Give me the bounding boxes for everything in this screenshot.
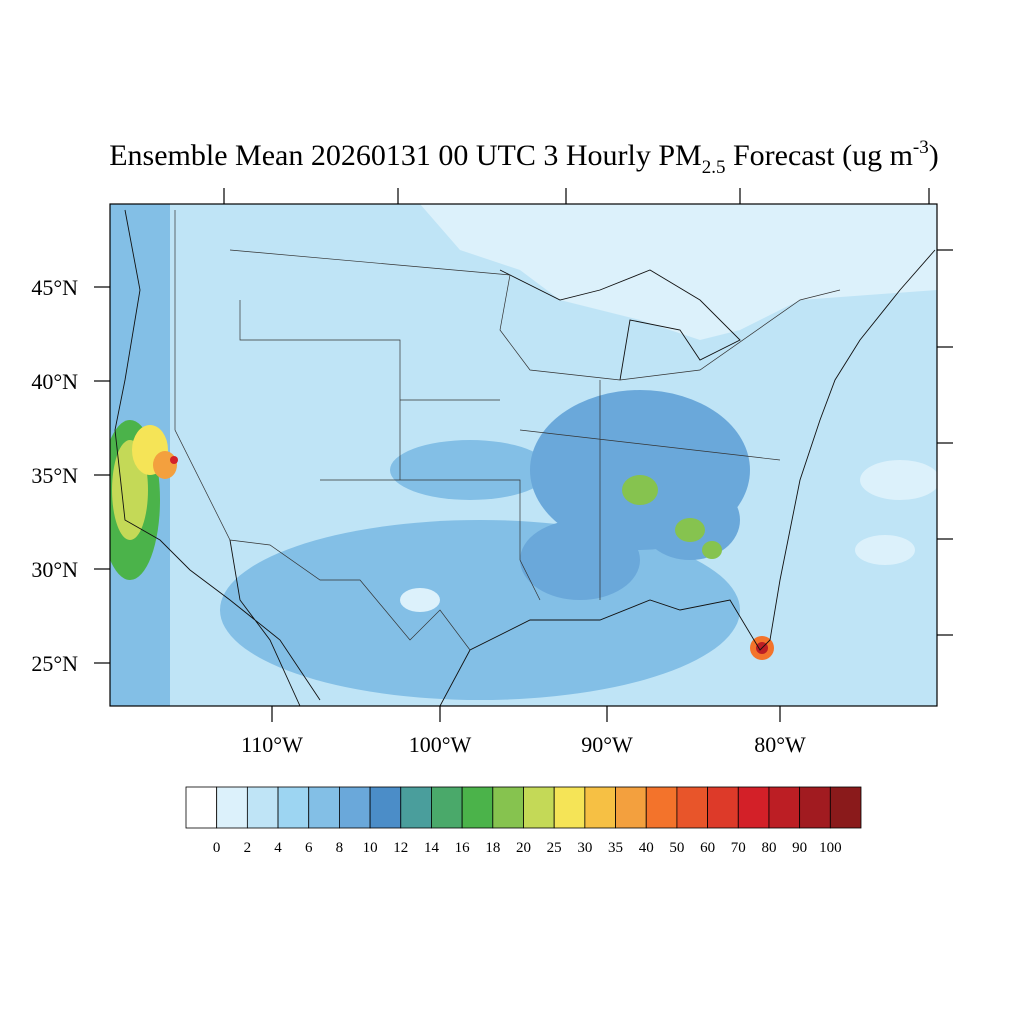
colorbar-label: 35 xyxy=(608,840,623,856)
title-superscript: -3 xyxy=(913,137,929,158)
lat-label: 30°N xyxy=(31,557,78,582)
colorbar-box xyxy=(707,786,739,829)
colorbar-box xyxy=(308,786,340,829)
colorbar: 0 2 4 6 8 10 12 14 16 18 20 25 30 35 40 50 60 70 80 90 100 xyxy=(185,786,862,856)
colorbar-box xyxy=(431,786,463,829)
colorbar-box xyxy=(615,786,647,829)
lat-label: 40°N xyxy=(31,369,78,394)
colorbar-box xyxy=(369,786,402,829)
colorbar-label: 4 xyxy=(274,840,282,856)
colorbar-label: 14 xyxy=(424,840,440,856)
colorbar-box xyxy=(645,786,678,829)
map-frame xyxy=(109,203,938,707)
lon-label: 80°W xyxy=(754,732,806,757)
colorbar-label: 50 xyxy=(669,840,684,856)
title-end: ) xyxy=(929,139,939,172)
colorbar-label: 25 xyxy=(547,840,562,856)
title-subscript: 2.5 xyxy=(702,157,726,178)
colorbar-box xyxy=(216,786,248,829)
colorbar-label: 18 xyxy=(485,840,500,856)
colorbar-box xyxy=(553,786,586,829)
lon-label: 90°W xyxy=(581,732,633,757)
colorbar-box xyxy=(492,786,524,829)
axis-labels: 45°N 40°N 35°N 30°N 25°N 110°W 100°W 90°W 80°W xyxy=(31,275,806,757)
lat-label: 25°N xyxy=(31,651,78,676)
colorbar-box xyxy=(768,786,801,829)
lon-label: 110°W xyxy=(241,732,303,757)
colorbar-box xyxy=(523,786,555,829)
colorbar-box xyxy=(676,786,708,829)
colorbar-box xyxy=(185,786,218,829)
frame-ticks xyxy=(223,188,953,636)
colorbar-label: 10 xyxy=(363,840,378,856)
map xyxy=(110,204,937,706)
colorbar-box xyxy=(246,786,279,829)
colorbar-box xyxy=(737,786,770,829)
colorbar-label: 2 xyxy=(244,840,252,856)
lat-label: 35°N xyxy=(31,463,78,488)
colorbar-label: 90 xyxy=(792,840,807,856)
title-middle: Forecast (ug m xyxy=(725,139,912,172)
colorbar-label: 30 xyxy=(577,840,592,856)
colorbar-box xyxy=(277,786,310,829)
colorbar-box xyxy=(799,786,831,829)
colorbar-label: 40 xyxy=(639,840,654,856)
colorbar-label: 8 xyxy=(336,840,344,856)
colorbar-label: 100 xyxy=(819,840,842,856)
colorbar-label: 0 xyxy=(213,840,221,856)
colorbar-label: 16 xyxy=(455,840,471,856)
colorbar-label: 12 xyxy=(393,840,408,856)
colorbar-box xyxy=(829,786,862,829)
colorbar-label: 80 xyxy=(761,840,776,856)
lat-label: 45°N xyxy=(31,275,78,300)
lon-label: 100°W xyxy=(409,732,472,757)
colorbar-box xyxy=(400,786,432,829)
colorbar-box xyxy=(584,786,616,829)
title-main: Ensemble Mean 20260131 00 UTC 3 Hourly P… xyxy=(109,139,701,172)
colorbar-label: 70 xyxy=(731,840,746,856)
title: Ensemble Mean 20260131 00 UTC 3 Hourly P… xyxy=(109,137,939,178)
colorbar-label: 60 xyxy=(700,840,715,856)
colorbar-box xyxy=(339,786,371,829)
colorbar-box xyxy=(461,786,494,829)
colorbar-label: 20 xyxy=(516,840,531,856)
colorbar-label: 6 xyxy=(305,840,313,856)
